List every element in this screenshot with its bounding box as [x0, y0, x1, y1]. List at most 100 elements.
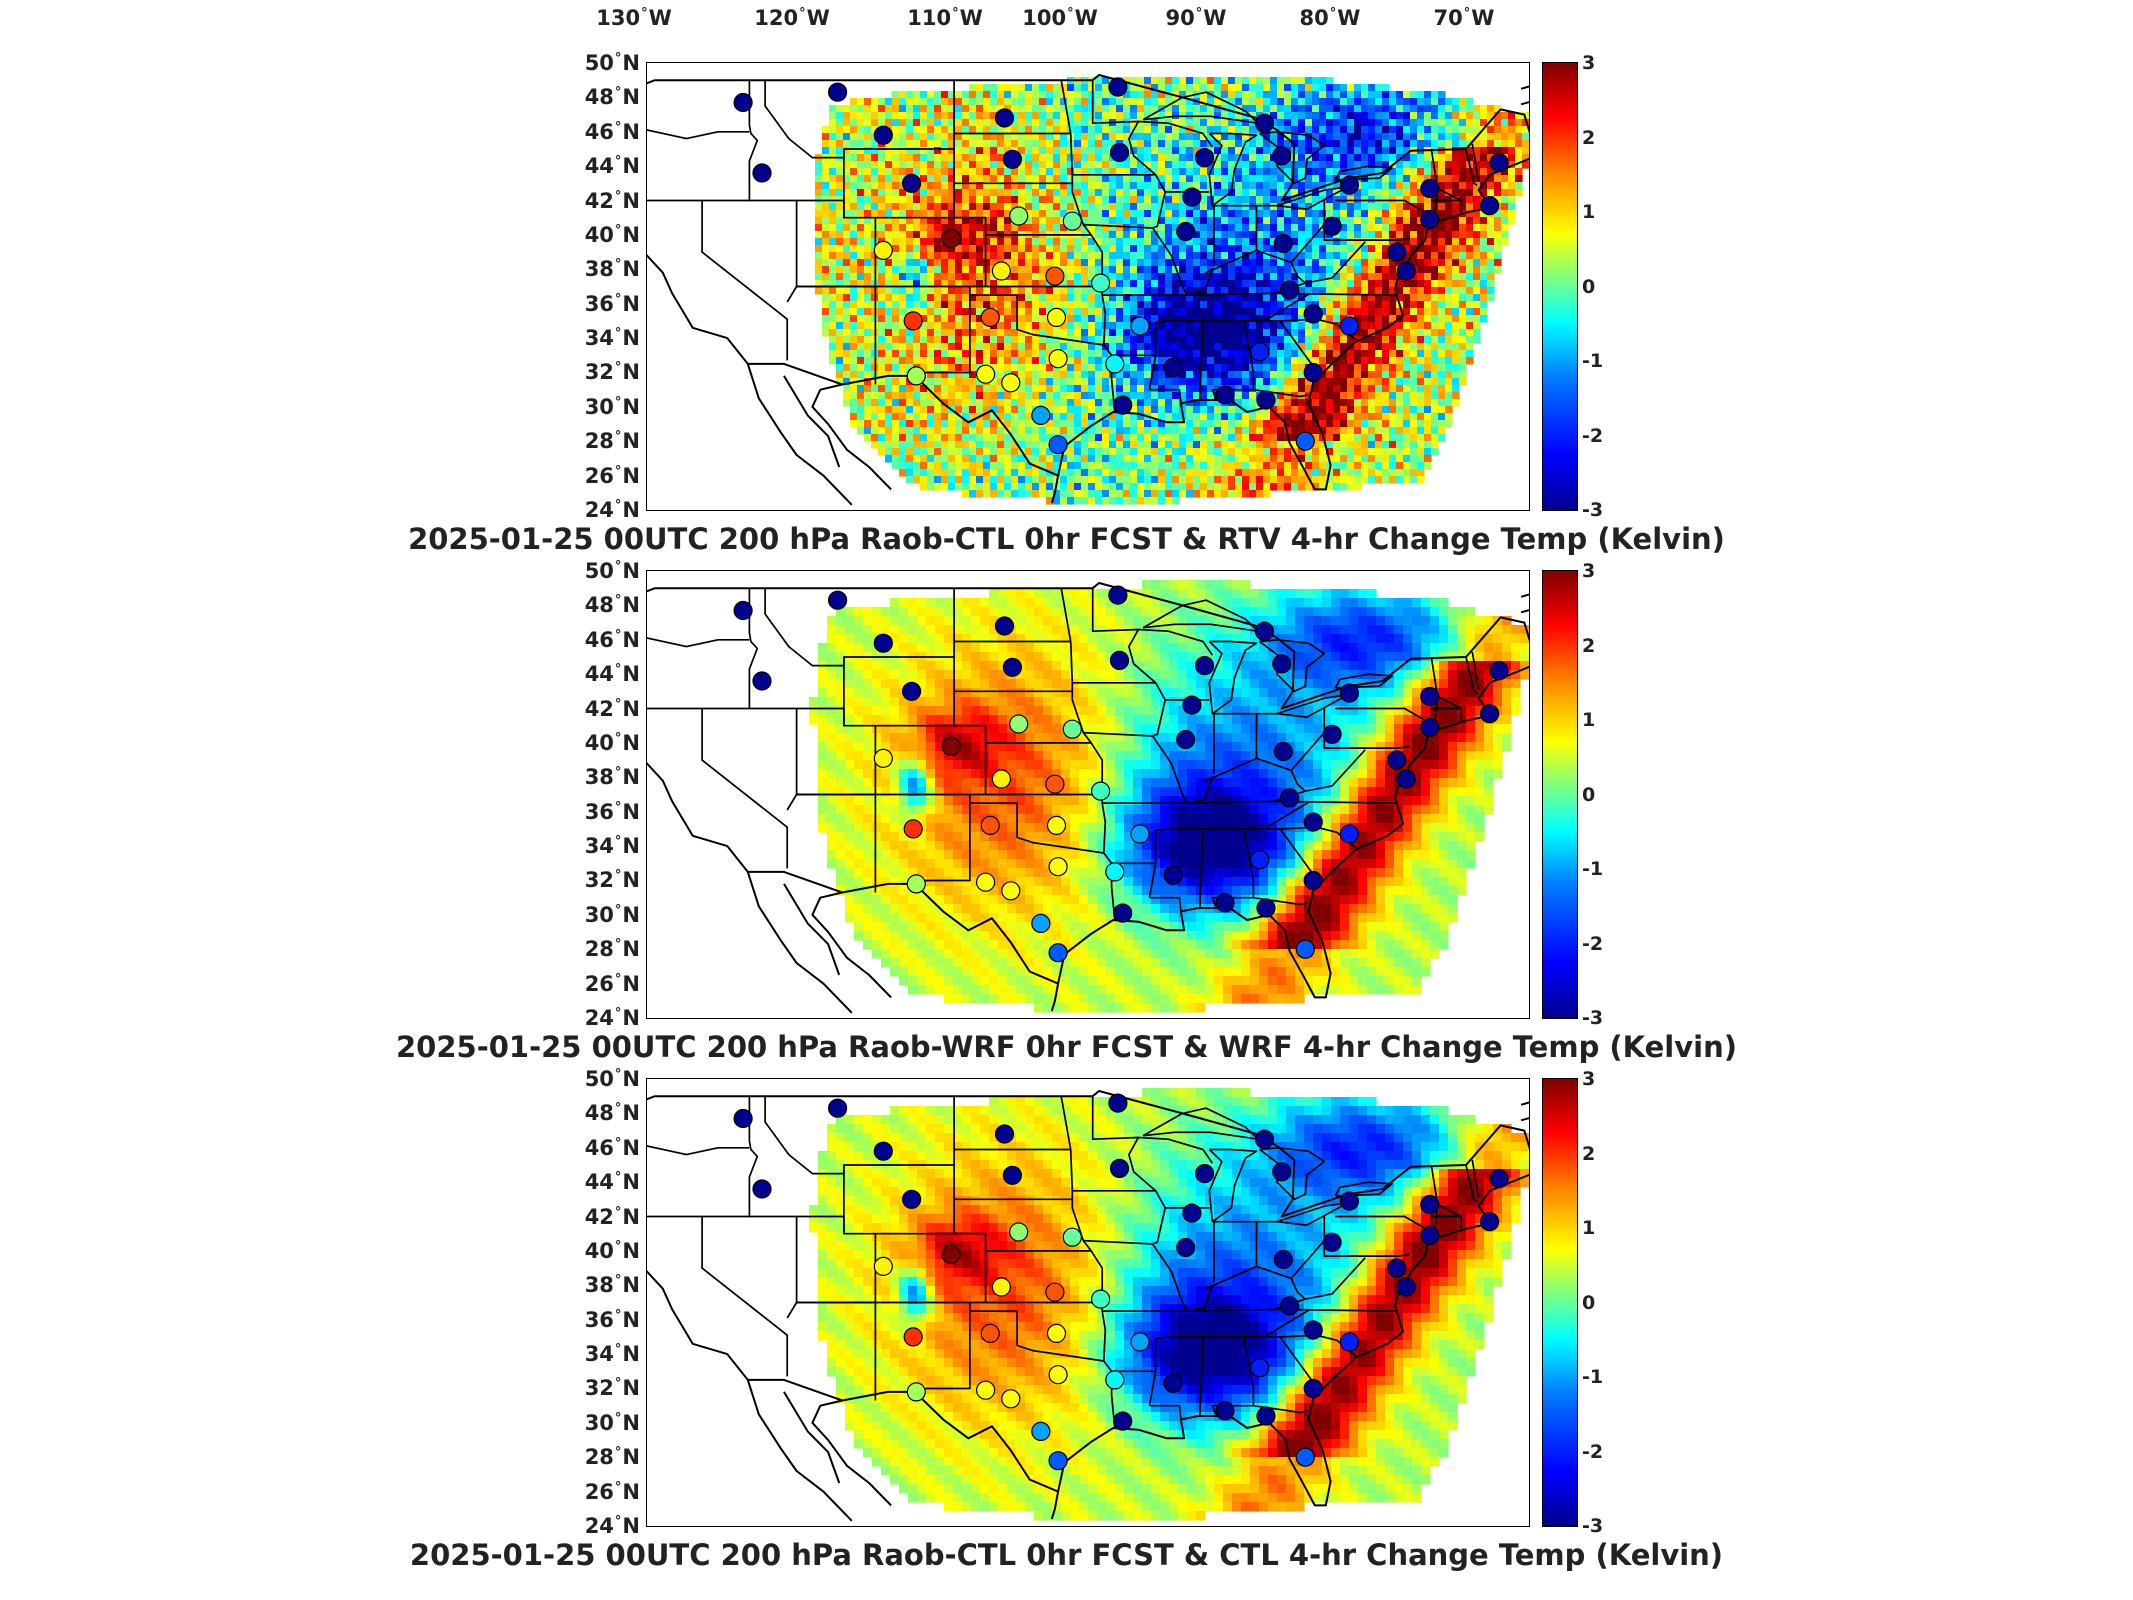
field-cell: [1291, 210, 1299, 218]
field-cell: [1025, 378, 1033, 386]
field-cell: [1382, 224, 1390, 232]
field-cell: [1025, 350, 1033, 358]
field-cell: [1200, 231, 1208, 239]
field-cell: [1074, 273, 1082, 281]
field-cell: [1396, 91, 1404, 99]
field-cell: [934, 343, 942, 351]
field-cell: [1396, 126, 1404, 134]
field-cell: [934, 413, 942, 421]
field-cell: [1410, 294, 1418, 302]
field-cell: [1242, 266, 1250, 274]
field-cell: [1179, 329, 1187, 337]
field-cell: [1438, 98, 1446, 106]
field-cell: [1368, 427, 1376, 435]
field-cell: [1515, 133, 1523, 141]
field-cell: [836, 126, 844, 134]
field-cell: [913, 140, 921, 148]
field-cell: [1025, 336, 1033, 344]
field-cell: [934, 147, 942, 155]
field-cell: [1214, 308, 1222, 316]
field-cell: [850, 308, 858, 316]
field-cell: [1235, 301, 1243, 309]
field-cell: [1270, 210, 1278, 218]
field-cell: [822, 301, 830, 309]
field-cell: [920, 252, 928, 260]
field-cell: [864, 259, 872, 267]
field-cell: [1431, 350, 1439, 358]
field-cell: [1242, 434, 1250, 442]
field-cell: [1459, 350, 1467, 358]
field-cell: [1151, 343, 1159, 351]
field-cell: [913, 126, 921, 134]
field-cell: [1319, 413, 1327, 421]
field-cell: [1186, 420, 1194, 428]
field-cell: [829, 175, 837, 183]
field-cell: [962, 245, 970, 253]
field-cell: [1137, 364, 1145, 372]
field-cell: [1151, 245, 1159, 253]
field-cell: [962, 357, 970, 365]
field-cell: [983, 91, 991, 99]
field-cell: [1333, 343, 1341, 351]
field-cell: [1060, 343, 1068, 351]
field-cell: [1340, 364, 1348, 372]
field-cell: [976, 385, 984, 393]
field-cell: [1081, 287, 1089, 295]
field-cell: [1277, 399, 1285, 407]
field-cell: [1193, 413, 1201, 421]
field-cell: [857, 112, 865, 120]
field-cell: [1137, 448, 1145, 456]
field-cell: [1172, 245, 1180, 253]
field-cell: [913, 252, 921, 260]
field-cell: [1039, 168, 1047, 176]
field-cell: [1200, 105, 1208, 113]
field-cell: [1333, 385, 1341, 393]
field-cell: [976, 406, 984, 414]
field-cell: [1123, 385, 1131, 393]
field-cell: [1011, 91, 1019, 99]
field-cell: [829, 224, 837, 232]
field-cell: [829, 182, 837, 190]
field-cell: [1116, 133, 1124, 141]
field-cell: [857, 266, 865, 274]
field-cell: [1417, 168, 1425, 176]
field-cell: [822, 168, 830, 176]
field-cell: [1466, 329, 1474, 337]
field-cell: [1403, 231, 1411, 239]
field-cell: [1466, 322, 1474, 330]
field-cell: [1144, 217, 1152, 225]
field-cell: [1375, 217, 1383, 225]
field-cell: [885, 203, 893, 211]
field-cell: [1039, 196, 1047, 204]
field-cell: [1459, 126, 1467, 134]
field-cell: [1333, 245, 1341, 253]
field-cell: [1291, 427, 1299, 435]
field-cell: [1459, 231, 1467, 239]
field-cell: [1179, 84, 1187, 92]
field-cell: [1172, 427, 1180, 435]
field-cell: [1284, 105, 1292, 113]
field-cell: [1172, 210, 1180, 218]
field-cell: [934, 203, 942, 211]
field-cell: [1389, 350, 1397, 358]
field-cell: [1116, 448, 1124, 456]
field-cell: [1256, 322, 1264, 330]
field-cell: [1081, 315, 1089, 323]
field-cell: [1452, 308, 1460, 316]
field-cell: [927, 224, 935, 232]
field-cell: [1151, 189, 1159, 197]
field-cell: [1221, 203, 1229, 211]
field-cell: [1480, 147, 1488, 155]
field-cell: [878, 357, 886, 365]
field-cell: [892, 273, 900, 281]
field-cell: [941, 287, 949, 295]
field-cell: [948, 448, 956, 456]
field-cell: [843, 287, 851, 295]
field-cell: [899, 441, 907, 449]
field-cell: [1116, 441, 1124, 449]
field-cell: [1081, 182, 1089, 190]
field-cell: [892, 329, 900, 337]
field-cell: [955, 168, 963, 176]
field-cell: [962, 441, 970, 449]
field-cell: [843, 315, 851, 323]
